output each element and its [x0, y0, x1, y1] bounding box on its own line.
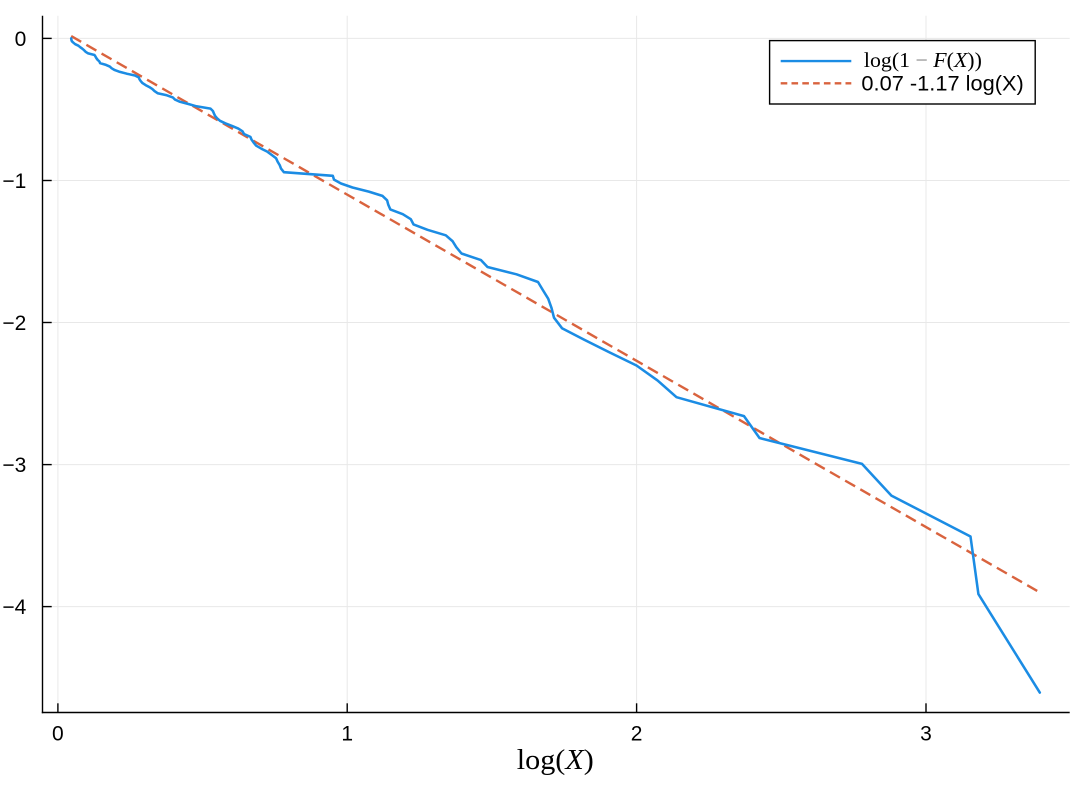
svg-text:0: 0 — [15, 28, 27, 51]
svg-text:−1: −1 — [2, 170, 26, 193]
svg-text:−4: −4 — [2, 596, 26, 619]
svg-text:log(1 − F(X)): log(1 − F(X)) — [864, 48, 982, 72]
svg-text:3: 3 — [920, 722, 932, 745]
svg-text:1: 1 — [341, 722, 353, 745]
svg-text:0.07 -1.17 log(X): 0.07 -1.17 log(X) — [861, 72, 1023, 95]
svg-text:log(X): log(X) — [517, 745, 594, 776]
svg-text:2: 2 — [631, 722, 643, 745]
svg-text:−2: −2 — [2, 312, 26, 335]
svg-text:0: 0 — [52, 722, 64, 745]
svg-text:−3: −3 — [2, 454, 26, 477]
